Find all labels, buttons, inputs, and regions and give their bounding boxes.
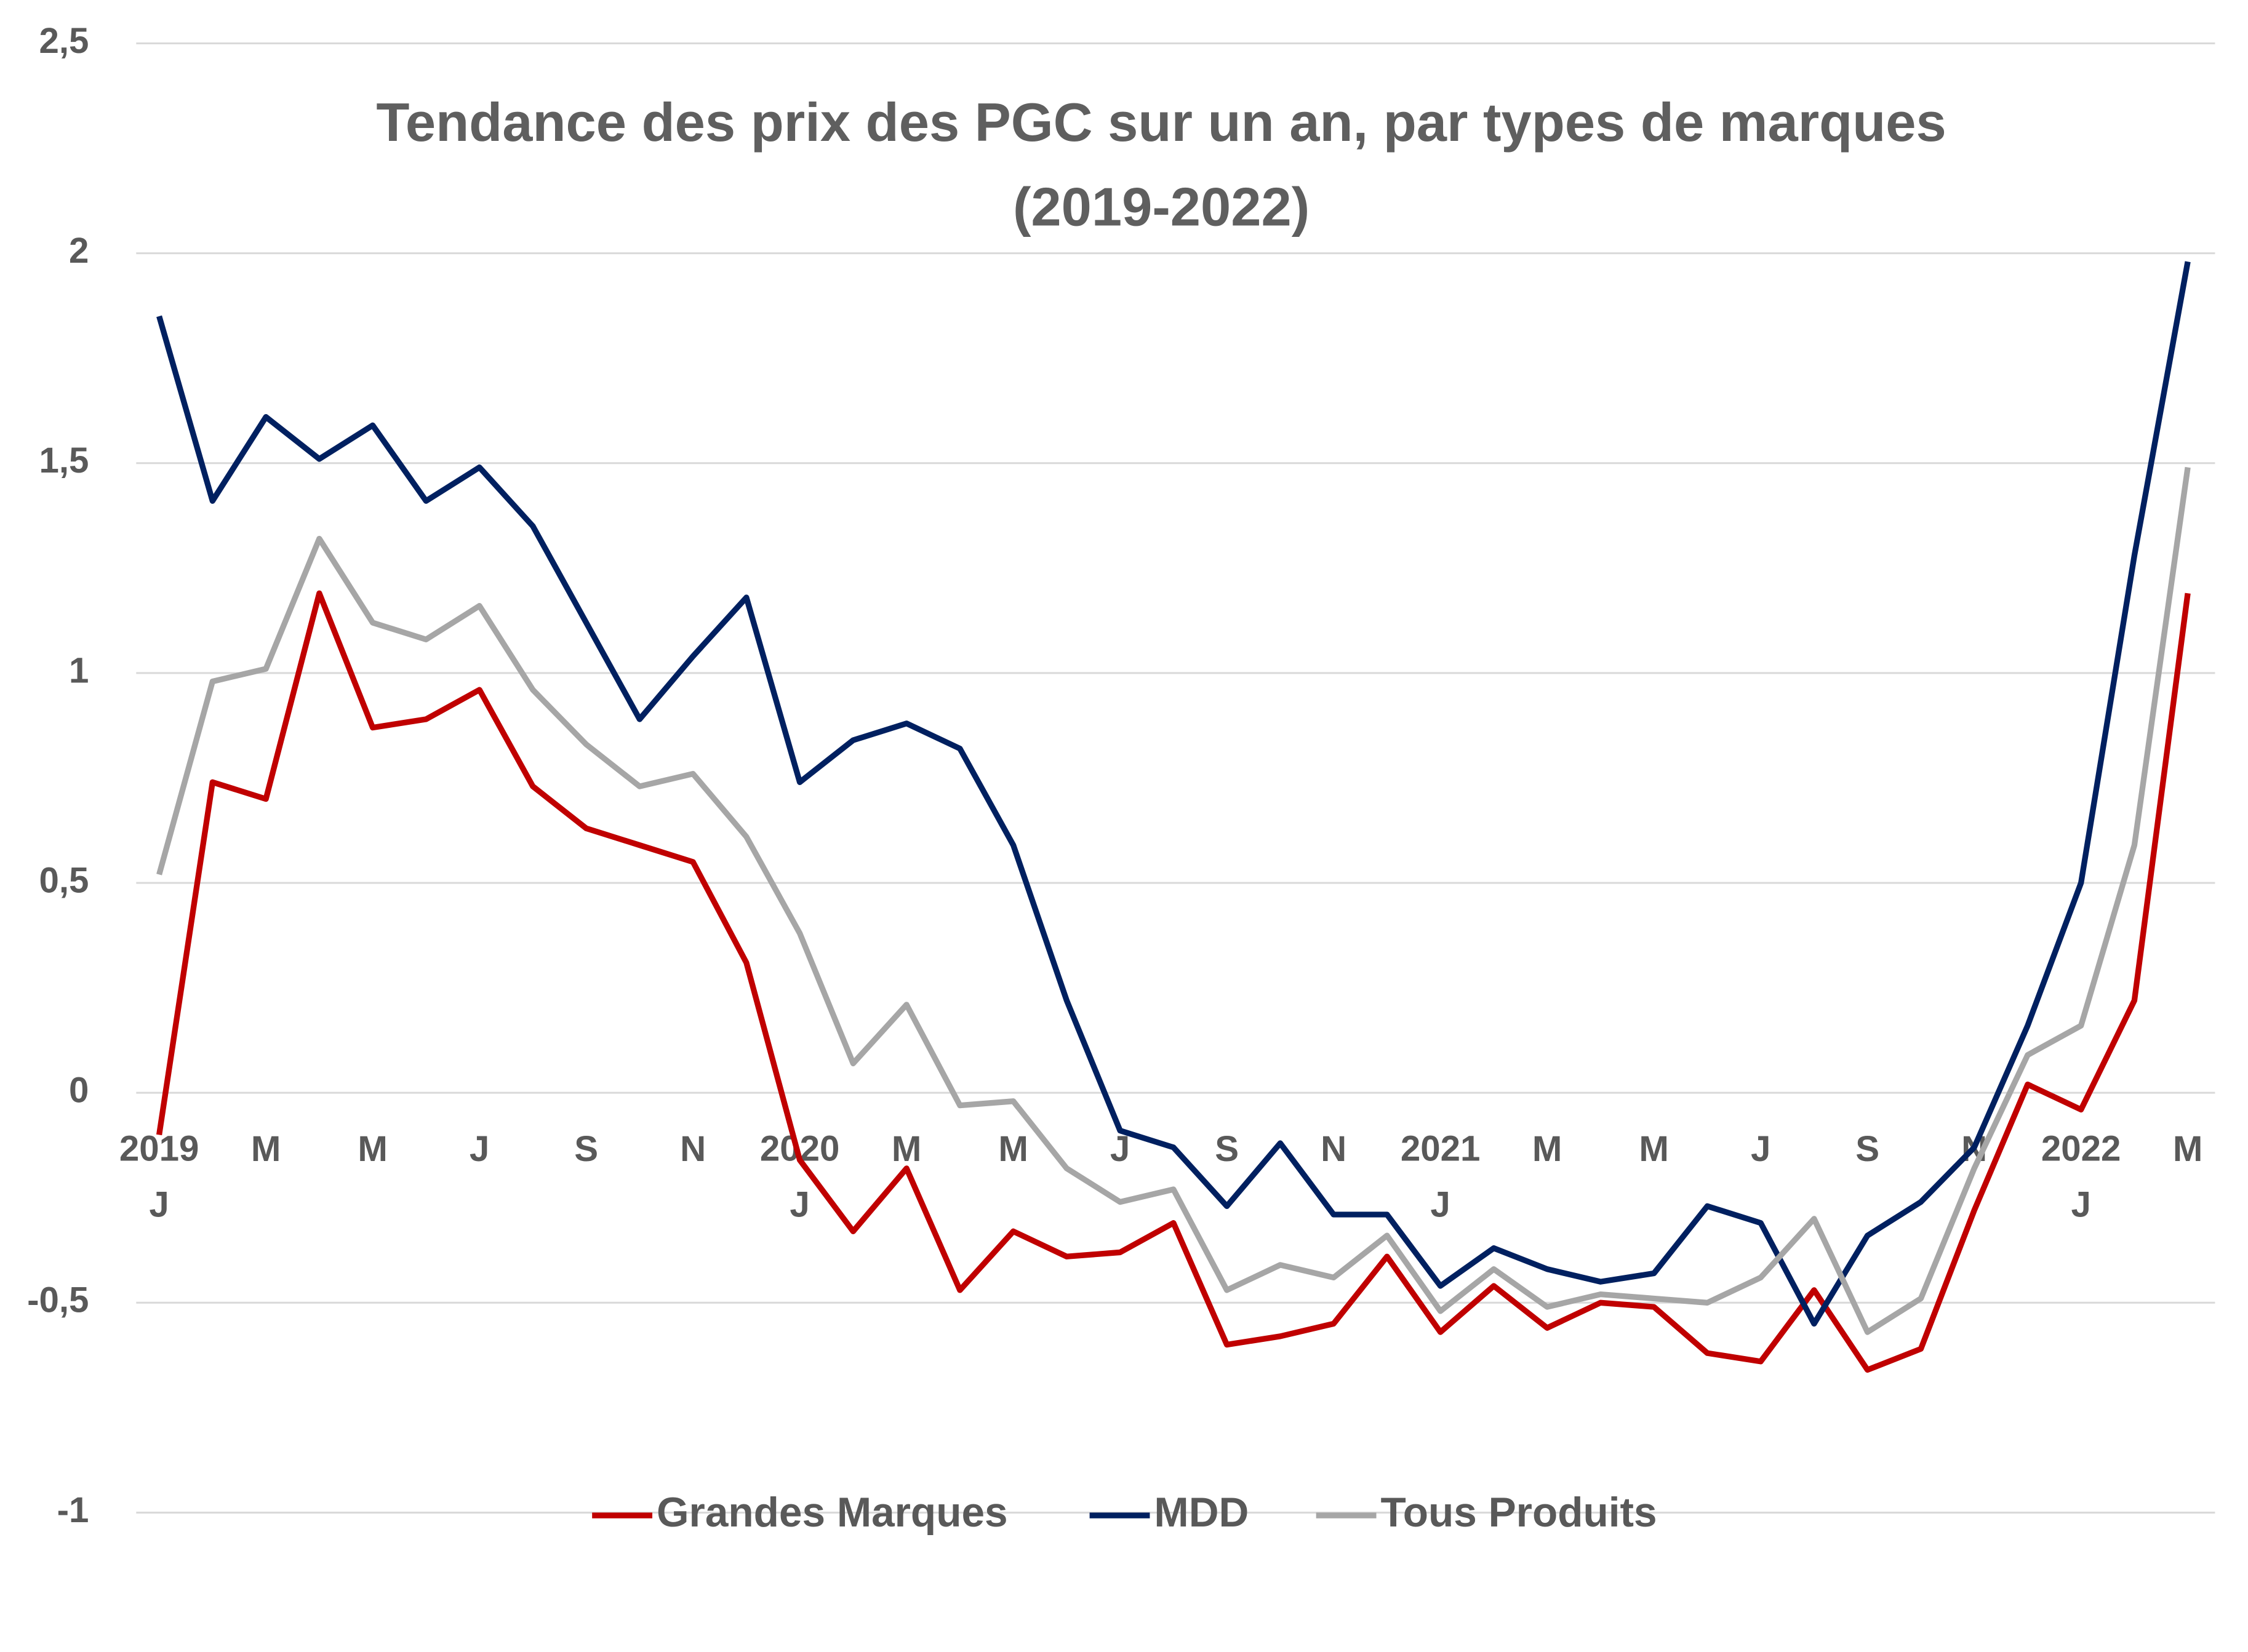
x-tick-label: M [1639,1129,1669,1169]
y-tick-label: -0,5 [27,1280,89,1320]
legend-label: Grandes Marques [657,1490,1008,1536]
legend-label: Tous Produits [1381,1490,1657,1536]
x-tick-label: M [1532,1129,1562,1169]
y-tick-label: 1 [69,650,89,690]
x-tick-label: N [1321,1129,1346,1169]
x-tick-label: M [2173,1129,2203,1169]
x-tick-label: M [358,1129,388,1169]
chart-subtitle: (2019-2022) [1013,176,1310,237]
x-tick-label: J [1751,1129,1770,1169]
y-tick-label: 0 [69,1071,89,1111]
x-tick-label: 2019 J [119,1129,199,1225]
x-tick-label: M [892,1129,922,1169]
x-tick-label: 2022 J [2041,1129,2121,1225]
legend-label: MDD [1154,1490,1249,1536]
x-tick-label: M [251,1129,281,1169]
y-tick-label: 2,5 [39,21,89,61]
chart-title: Tendance des prix des PGC sur un an, par… [376,92,1946,153]
y-tick-label: -1 [57,1490,89,1530]
x-tick-label: N [680,1129,706,1169]
y-tick-label: 1,5 [39,441,89,481]
x-tick-label: S [1855,1129,1879,1169]
y-tick-label: 0,5 [39,860,89,900]
x-tick-label: S [1215,1129,1239,1169]
x-tick-label: S [574,1129,598,1169]
x-tick-label: 2021 J [1401,1129,1481,1225]
line-series [156,466,2191,1335]
line-series [156,590,2191,1373]
x-tick-label: J [470,1129,489,1169]
line-series [156,261,2191,1327]
y-tick-label: 2 [69,231,89,271]
x-tick-label: J [1110,1129,1130,1169]
x-tick-label: M [998,1129,1028,1169]
